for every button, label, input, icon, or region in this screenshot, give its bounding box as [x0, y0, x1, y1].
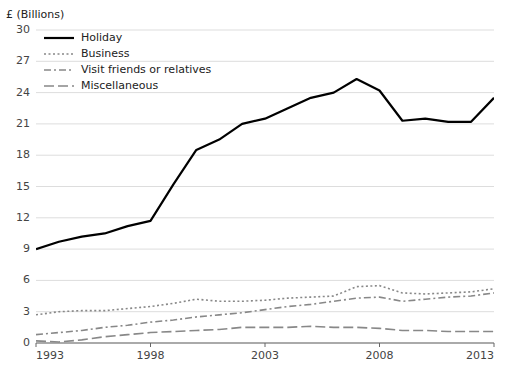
grid [36, 30, 494, 343]
series-line [36, 326, 494, 342]
x-tick-label: 1993 [36, 349, 64, 362]
grid-line [36, 186, 494, 187]
grid-line [36, 61, 494, 62]
y-tick-label: 27 [16, 54, 30, 67]
y-axis-label: £ (Billions) [6, 8, 64, 21]
grid-line [36, 280, 494, 281]
legend-label: Holiday [81, 31, 123, 44]
y-tick-label: 12 [16, 211, 30, 224]
grid-line [36, 123, 494, 124]
y-tick-label: 18 [16, 148, 30, 161]
y-tick-label: 24 [16, 86, 30, 99]
series-line [36, 286, 494, 315]
legend-swatch [44, 85, 74, 87]
x-tick [494, 343, 495, 347]
x-tick-label: 2008 [366, 349, 394, 362]
y-tick-label: 6 [23, 273, 30, 286]
y-tick-label: 9 [23, 242, 30, 255]
grid-line [36, 217, 494, 218]
y-tick-label: 0 [23, 336, 30, 349]
x-tick-label: 2013 [466, 349, 494, 362]
legend-label: Miscellaneous [81, 79, 158, 92]
series-line [36, 79, 494, 249]
y-tick-label: 3 [23, 305, 30, 318]
x-tick-label: 1998 [137, 349, 165, 362]
legend-label: Visit friends or relatives [81, 63, 212, 76]
y-tick-label: 15 [16, 180, 30, 193]
legend-swatch [44, 69, 74, 71]
y-tick-label: 30 [16, 23, 30, 36]
x-tick [265, 343, 266, 347]
legend-swatch [44, 37, 74, 39]
x-tick [36, 343, 37, 347]
grid-line [36, 249, 494, 250]
grid-line [36, 155, 494, 156]
x-tick-label: 2003 [251, 349, 279, 362]
x-tick [379, 343, 380, 347]
x-tick [150, 343, 151, 347]
grid-line [36, 92, 494, 93]
y-tick-label: 21 [16, 117, 30, 130]
legend-swatch [44, 53, 74, 55]
legend-label: Business [81, 47, 130, 60]
legend: Holiday Business Visit friends or relative… [44, 31, 212, 92]
lines [36, 79, 494, 342]
chart: 0 3 6 9 12 15 18 21 24 27 30 1993 1998 2003 2008 2013 £ … [0, 0, 512, 369]
series-line [36, 293, 494, 335]
